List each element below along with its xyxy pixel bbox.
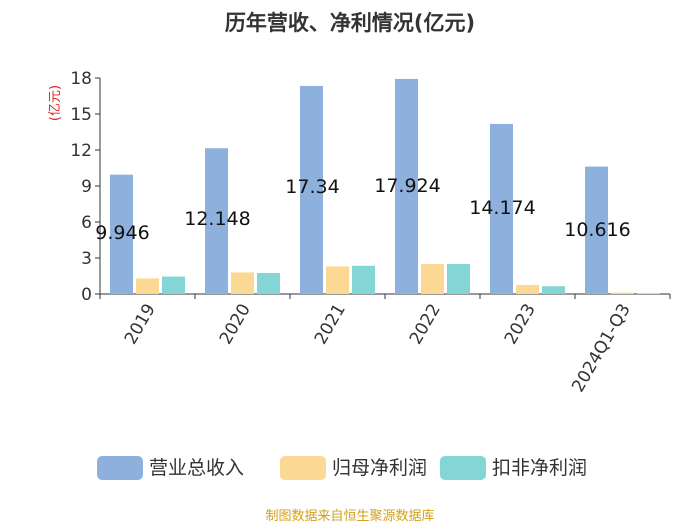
source-note: 制图数据来自恒生聚源数据库 xyxy=(265,508,434,524)
y-tick-label: 15 xyxy=(70,105,92,125)
y-tick-label: 12 xyxy=(70,141,92,161)
y-tick-label: 6 xyxy=(81,213,92,233)
bar-1-2023[interactable] xyxy=(490,123,513,294)
y-axis-label: (亿元) xyxy=(48,85,63,121)
bar-1-2019[interactable] xyxy=(110,174,133,294)
bar-3-2023[interactable] xyxy=(542,286,565,294)
bar-1-2024Q1-Q3[interactable] xyxy=(585,166,608,294)
legend-swatch[interactable] xyxy=(97,456,143,480)
bar-1-2020[interactable] xyxy=(205,148,228,294)
data-label: 17.924 xyxy=(374,175,440,197)
data-label: 14.174 xyxy=(469,197,535,219)
bars-group xyxy=(110,78,660,294)
legend[interactable]: 营业总收入 归母净利润 扣非净利润 xyxy=(97,456,587,480)
bar-3-2020[interactable] xyxy=(257,273,280,294)
bar-2-2022[interactable] xyxy=(421,264,444,294)
data-label: 10.616 xyxy=(564,219,630,241)
legend-label[interactable]: 归母净利润 xyxy=(332,457,427,479)
bar-3-2019[interactable] xyxy=(162,276,185,294)
data-label: 9.946 xyxy=(95,222,149,244)
legend-swatch[interactable] xyxy=(440,456,486,480)
data-label: 17.34 xyxy=(285,176,339,198)
y-tick-label: 9 xyxy=(81,177,92,197)
x-tick-label: 2020 xyxy=(216,301,255,348)
bar-2-2019[interactable] xyxy=(136,278,159,294)
legend-label[interactable]: 扣非净利润 xyxy=(492,457,587,479)
bar-2-2023[interactable] xyxy=(516,285,539,294)
bar-1-2022[interactable] xyxy=(395,78,418,294)
bar-2-2024Q1-Q3[interactable] xyxy=(611,292,634,294)
bar-2-2020[interactable] xyxy=(231,272,254,294)
bar-2-2021[interactable] xyxy=(326,266,349,294)
x-tick-label: 2023 xyxy=(501,301,540,348)
bar-1-2021[interactable] xyxy=(300,85,323,294)
bar-3-2021[interactable] xyxy=(352,265,375,294)
legend-label[interactable]: 营业总收入 xyxy=(149,457,244,479)
x-tick-label: 2024Q1-Q3 xyxy=(568,301,635,396)
x-tick-label: 2021 xyxy=(311,301,350,348)
x-tick-label: 2019 xyxy=(121,301,160,348)
legend-swatch[interactable] xyxy=(280,456,326,480)
data-label: 12.148 xyxy=(184,208,250,230)
bar-3-2024Q1-Q3[interactable] xyxy=(637,293,660,294)
x-tick-label: 2022 xyxy=(406,301,445,348)
chart-title: 历年营收、净利情况(亿元) xyxy=(225,11,475,35)
bar-3-2022[interactable] xyxy=(447,264,470,294)
data-labels-group: 9.946 12.148 17.34 17.924 14.174 10.616 xyxy=(95,175,630,244)
y-tick-label: 3 xyxy=(81,249,92,269)
y-tick-label: 18 xyxy=(70,69,92,89)
y-tick-label: 0 xyxy=(81,285,92,305)
